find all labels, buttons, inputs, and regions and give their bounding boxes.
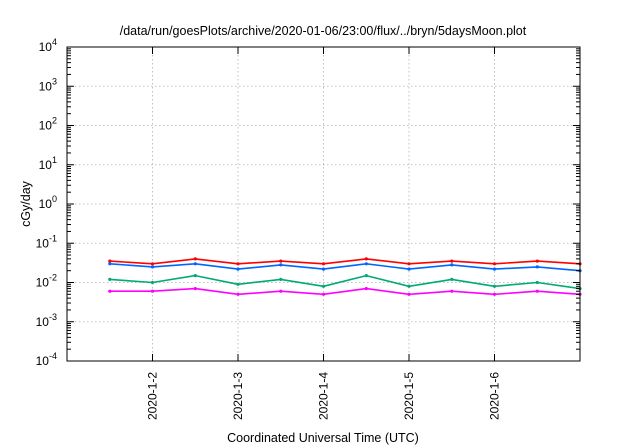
data-point: [150, 262, 155, 266]
data-point: [193, 274, 197, 278]
data-point: [279, 263, 283, 267]
data-point: [450, 289, 454, 293]
series-group: [108, 257, 582, 296]
data-point: [535, 289, 539, 293]
data-point: [450, 277, 454, 281]
data-point: [108, 289, 112, 293]
data-point: [236, 267, 240, 271]
grid-lines: [67, 47, 580, 361]
x-tick-label: 2020-1-2: [146, 372, 160, 420]
data-point: [364, 262, 368, 266]
data-point: [407, 262, 411, 266]
y-tick-label: 101: [39, 155, 57, 172]
data-point: [150, 280, 155, 285]
data-point: [364, 257, 368, 261]
data-point: [450, 259, 454, 263]
y-tick-label: 102: [39, 116, 57, 133]
data-point: [193, 262, 197, 266]
data-point: [236, 282, 240, 286]
data-point: [321, 267, 326, 271]
data-point: [279, 289, 283, 293]
y-tick-label: 10-4: [36, 351, 57, 368]
data-point: [193, 287, 197, 291]
chart-title: /data/run/goesPlots/archive/2020-01-06/2…: [120, 24, 527, 38]
series-line-1: [109, 258, 581, 265]
y-tick-label: 10-2: [36, 273, 57, 290]
data-point: [450, 263, 454, 267]
y-tick-label: 103: [39, 76, 57, 93]
data-point: [236, 292, 240, 296]
data-point: [492, 284, 497, 288]
series-line-4: [109, 287, 581, 296]
x-tick-label: 2020-1-3: [231, 372, 245, 420]
data-point: [236, 262, 240, 266]
y-tick-labels: 104 103 102 101 100 10-1 10-2 10-3 10-4: [36, 37, 57, 368]
data-point: [321, 262, 326, 266]
data-point: [108, 259, 112, 263]
tick-marks: [67, 46, 580, 362]
data-point: [535, 259, 539, 263]
x-tick-labels: 2020-1-2 2020-1-3 2020-1-4 2020-1-5 2020-1-6: [146, 372, 502, 420]
y-tick-label: 10-3: [36, 312, 57, 329]
data-point: [492, 267, 497, 271]
data-point: [492, 262, 497, 266]
data-point: [364, 274, 368, 278]
data-point: [108, 277, 112, 281]
data-point: [364, 287, 368, 291]
data-point: [150, 289, 155, 293]
y-tick-label: 104: [39, 37, 57, 54]
y-axis-label: cGy/day: [19, 180, 33, 227]
data-point: [407, 292, 411, 296]
data-point: [321, 292, 326, 296]
y-tick-label: 10-1: [36, 233, 57, 250]
data-point: [279, 277, 283, 281]
data-point: [108, 262, 112, 266]
x-tick-label: 2020-1-6: [488, 372, 502, 420]
data-point: [150, 265, 155, 269]
series-line-3: [109, 274, 581, 290]
x-tick-label: 2020-1-5: [402, 372, 416, 420]
data-point: [492, 292, 497, 296]
y-tick-label: 100: [39, 194, 57, 211]
data-point: [407, 267, 411, 271]
data-point: [279, 259, 283, 263]
data-point: [321, 284, 326, 288]
data-point: [535, 280, 539, 285]
series-line-2: [109, 262, 581, 272]
data-point: [535, 265, 539, 269]
x-axis-label: Coordinated Universal Time (UTC): [227, 431, 419, 445]
data-point: [407, 284, 411, 288]
data-point: [193, 257, 197, 261]
x-tick-label: 2020-1-4: [317, 372, 331, 420]
